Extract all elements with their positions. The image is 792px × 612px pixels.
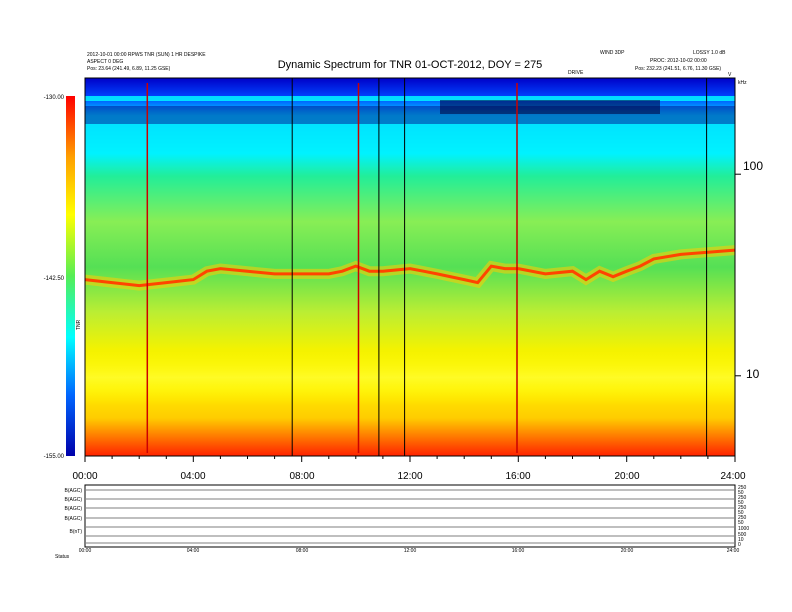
colorbar bbox=[66, 96, 75, 456]
anc-row-label-1: B(AGC) bbox=[65, 488, 83, 494]
anc-x-tick-6: 24:00 bbox=[727, 548, 740, 554]
x-tick-label-1: 04:00 bbox=[180, 471, 205, 482]
header-left-line1: 2012-10-01 00:00 RPWS TNR (SUN) 1 HR DES… bbox=[87, 52, 206, 58]
anc-row-label-4: B(AGC) bbox=[65, 516, 83, 522]
anc-right-tick-6a: 10 bbox=[738, 537, 744, 543]
y-tick-label-10: 10 bbox=[746, 367, 760, 381]
x-tick-label-0: 00:00 bbox=[72, 471, 97, 482]
header-right-top-b: LOSSY 1.0 dB bbox=[693, 50, 726, 56]
anc-x-tick-1: 04:00 bbox=[187, 548, 200, 554]
anc-right-tick-5b: 500 bbox=[738, 532, 747, 538]
spectrogram bbox=[84, 77, 736, 457]
anc-x-tick-5: 20:00 bbox=[621, 548, 634, 554]
colorbar-tick-top: -130.00 bbox=[44, 95, 65, 101]
anc-row-label-3: B(AGC) bbox=[65, 506, 83, 512]
anc-right-tick-5a: 1000 bbox=[738, 526, 749, 532]
anc-right-tick-6b: 0 bbox=[738, 542, 741, 548]
header-right-top-a: WIND 3DP bbox=[600, 50, 625, 56]
colorbar-label: TNR bbox=[76, 319, 82, 330]
anc-footer-label: Status bbox=[55, 554, 70, 560]
x-tick-label-3: 12:00 bbox=[397, 471, 422, 482]
colorbar-tick-mid: -142.50 bbox=[44, 276, 65, 282]
anc-right-tick-2b: 50 bbox=[738, 500, 744, 506]
anc-right-tick-4a: 250 bbox=[738, 515, 747, 521]
plasma-line bbox=[84, 248, 736, 288]
anc-x-tick-3: 12:00 bbox=[404, 548, 417, 554]
header-left-line2: ASPECT 0 DEG bbox=[87, 59, 123, 65]
x-tick-label-4: 16:00 bbox=[505, 471, 530, 482]
chart-title: Dynamic Spectrum for TNR 01-OCT-2012, DO… bbox=[278, 59, 543, 71]
dark-patch bbox=[440, 100, 660, 114]
anc-right-tick-3a: 250 bbox=[738, 505, 747, 511]
colorbar-tick-bottom: -155.00 bbox=[44, 454, 65, 460]
anc-row-label-2: B(AGC) bbox=[65, 497, 83, 503]
event-lines-group bbox=[146, 78, 708, 456]
cyan-stripe bbox=[85, 96, 735, 101]
anc-row-label-5: B(nT) bbox=[70, 529, 83, 535]
x-tick-label-6: 24:00 bbox=[720, 471, 745, 482]
yellow-band bbox=[85, 350, 735, 405]
ancillary-traces bbox=[86, 489, 734, 544]
plasma-line-group bbox=[84, 245, 736, 291]
anc-right-tick-1a: 250 bbox=[738, 485, 747, 491]
header-right-line2: PROC: 2012-10-02 00:00 bbox=[650, 58, 707, 64]
x-tick-label-2: 08:00 bbox=[289, 471, 314, 482]
anc-right-tick-3b: 50 bbox=[738, 510, 744, 516]
y-axis-unit: kHz bbox=[738, 80, 747, 86]
anc-right-tick-1b: 50 bbox=[738, 490, 744, 496]
ancillary-frame bbox=[84, 484, 736, 548]
x-tick-label-5: 20:00 bbox=[614, 471, 639, 482]
header-right-line3: Pos: 232.23 (241.51, 6.76, 11.30 GSE) bbox=[635, 66, 721, 72]
y-axis-ticks bbox=[735, 173, 741, 377]
anc-x-tick-2: 08:00 bbox=[296, 548, 309, 554]
header-corner-label: V bbox=[728, 72, 732, 78]
anc-right-tick-2a: 250 bbox=[738, 495, 747, 501]
header-small-center: DRIVE bbox=[568, 70, 584, 76]
anc-x-tick-4: 16:00 bbox=[512, 548, 525, 554]
y-tick-label-100: 100 bbox=[743, 159, 763, 173]
anc-x-tick-0: 00:00 bbox=[79, 548, 92, 554]
anc-right-tick-4b: 50 bbox=[738, 520, 744, 526]
header-left-line3: Pos: 23.64 (241.49, 6.89, 11.25 GSE) bbox=[87, 66, 171, 72]
ancillary-panel: B(AGC) B(AGC) B(AGC) B(AGC) B(nT) 250 50… bbox=[55, 484, 749, 560]
